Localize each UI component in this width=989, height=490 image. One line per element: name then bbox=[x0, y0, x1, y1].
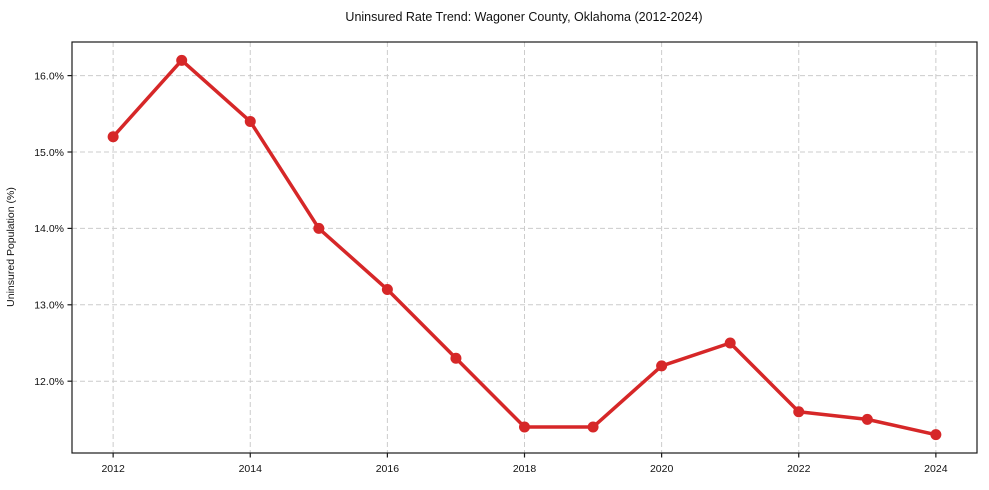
x-tick-label: 2020 bbox=[650, 463, 674, 475]
x-tick-label: 2024 bbox=[924, 463, 948, 475]
data-point bbox=[107, 131, 119, 143]
grid-layer bbox=[72, 42, 977, 453]
data-point bbox=[244, 115, 256, 127]
data-point bbox=[450, 352, 462, 364]
x-tick-label: 2016 bbox=[376, 463, 400, 475]
data-point bbox=[381, 284, 393, 296]
y-tick-label: 13.0% bbox=[34, 300, 64, 312]
y-tick-label: 14.0% bbox=[34, 223, 64, 235]
data-point bbox=[656, 360, 668, 372]
tick-label-layer: 2012 2014 2016 2018 2020 2022 2024 12.0% 13.0% 14… bbox=[34, 70, 947, 475]
axes-layer bbox=[67, 41, 978, 458]
data-point bbox=[724, 337, 736, 349]
x-tick-label: 2018 bbox=[513, 463, 537, 475]
data-point bbox=[176, 54, 188, 66]
chart-title: Uninsured Rate Trend: Wagoner County, Ok… bbox=[345, 10, 702, 24]
data-point bbox=[519, 421, 530, 433]
y-axis-title: Uninsured Population (%) bbox=[5, 187, 17, 307]
y-tick-label: 12.0% bbox=[34, 376, 64, 388]
data-point bbox=[793, 406, 805, 418]
data-point bbox=[313, 222, 325, 234]
x-tick-label: 2022 bbox=[787, 463, 811, 475]
data-point bbox=[587, 421, 599, 433]
axes-spines bbox=[71, 41, 978, 454]
data-point bbox=[930, 429, 942, 441]
x-tick-label: 2012 bbox=[101, 463, 125, 475]
series-uninsured-rate bbox=[107, 54, 942, 441]
data-point bbox=[861, 413, 873, 425]
x-tick-label: 2014 bbox=[239, 463, 263, 475]
y-tick-label: 15.0% bbox=[34, 147, 64, 159]
y-tick-label: 16.0% bbox=[34, 70, 64, 82]
